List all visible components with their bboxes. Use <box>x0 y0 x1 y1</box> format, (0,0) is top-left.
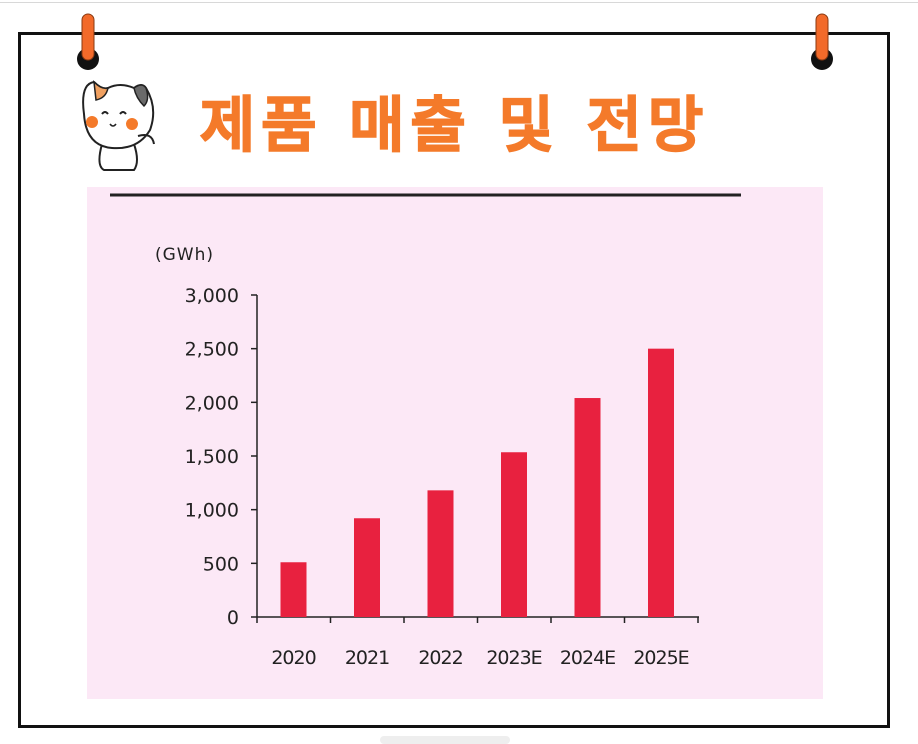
bar-2025E <box>648 348 674 617</box>
bottom-shadow <box>380 736 510 744</box>
bar-chart: (GWh) 0 500 1,000 1,500 2,000 2,500 3,000 2020… <box>87 187 823 699</box>
x-tick-label: 2024E <box>560 647 615 669</box>
cat-mascot-icon <box>82 79 155 171</box>
x-tick-label: 2022 <box>418 647 462 669</box>
y-tick-label: 3,000 <box>185 285 239 307</box>
bar-2022 <box>427 490 454 617</box>
x-tick-label: 2025E <box>633 647 688 669</box>
x-tick-label: 2023E <box>486 647 541 669</box>
bar-2023E <box>501 452 527 617</box>
top-separator <box>0 2 918 3</box>
y-tick-label: 2,000 <box>185 392 239 414</box>
bar-2020 <box>280 562 307 617</box>
y-tick-labels: 0 500 1,000 1,500 2,000 2,500 3,000 <box>185 285 239 629</box>
y-tick-label: 1,000 <box>185 500 239 522</box>
y-tick-label: 1,500 <box>185 446 239 468</box>
x-tick-label: 2020 <box>271 647 315 669</box>
y-tick-label: 2,500 <box>185 339 239 361</box>
y-axis-unit-label: (GWh) <box>155 245 214 265</box>
binder-clip-icon <box>811 13 833 70</box>
x-tick-label: 2021 <box>345 647 389 669</box>
bar-2024E <box>574 398 601 617</box>
binder-clip-icon <box>77 13 99 70</box>
page-title: 제품 매출 및 전망 <box>199 90 710 162</box>
bar-2021 <box>354 518 380 617</box>
y-tick-label: 500 <box>203 553 239 575</box>
chart-axes <box>251 294 699 623</box>
y-tick-label: 0 <box>227 607 239 629</box>
chart-background <box>87 187 823 699</box>
chart-area: (GWh) 0 500 1,000 1,500 2,000 2,500 3,000 2020… <box>87 187 823 699</box>
x-tick-labels: 2020 2021 2022 2023E 2024E 2025E <box>271 647 689 669</box>
chart-bars <box>280 348 674 617</box>
